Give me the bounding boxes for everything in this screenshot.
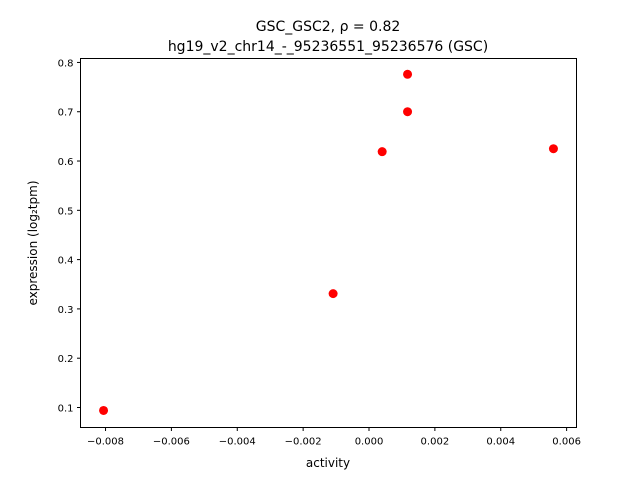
y-tick-label: 0.4: [58, 256, 74, 267]
data-point: [377, 147, 387, 157]
chart-title-line1: GSC_GSC2, ρ = 0.82: [256, 19, 401, 35]
data-point: [328, 289, 338, 299]
y-tick-label: 0.6: [58, 157, 74, 168]
data-point: [403, 107, 413, 117]
chart-title-line2: hg19_v2_chr14_-_95236551_95236576 (GSC): [168, 39, 488, 55]
x-tick-label: 0.004: [486, 437, 515, 448]
data-point: [403, 69, 413, 79]
x-tick-label: −0.004: [219, 437, 256, 448]
x-axis-label: activity: [306, 456, 350, 470]
y-tick-label: 0.7: [58, 108, 74, 119]
y-tick-label: 0.5: [58, 206, 74, 217]
x-tick-label: 0.002: [421, 437, 450, 448]
x-tick-label: −0.006: [153, 437, 190, 448]
data-point: [99, 405, 109, 415]
y-tick-label: 0.2: [58, 354, 74, 365]
data-point: [548, 144, 558, 154]
plot-area-frame: [80, 58, 577, 428]
y-tick-label: 0.3: [58, 305, 74, 316]
y-tick-label: 0.1: [58, 403, 74, 414]
y-tick-label: 0.8: [58, 58, 74, 69]
x-tick-label: −0.008: [87, 437, 124, 448]
x-tick-label: −0.002: [285, 437, 322, 448]
x-tick-label: 0.006: [552, 437, 581, 448]
y-axis-label: expression (log₂tpm): [26, 180, 40, 305]
x-tick-label: 0.000: [355, 437, 384, 448]
